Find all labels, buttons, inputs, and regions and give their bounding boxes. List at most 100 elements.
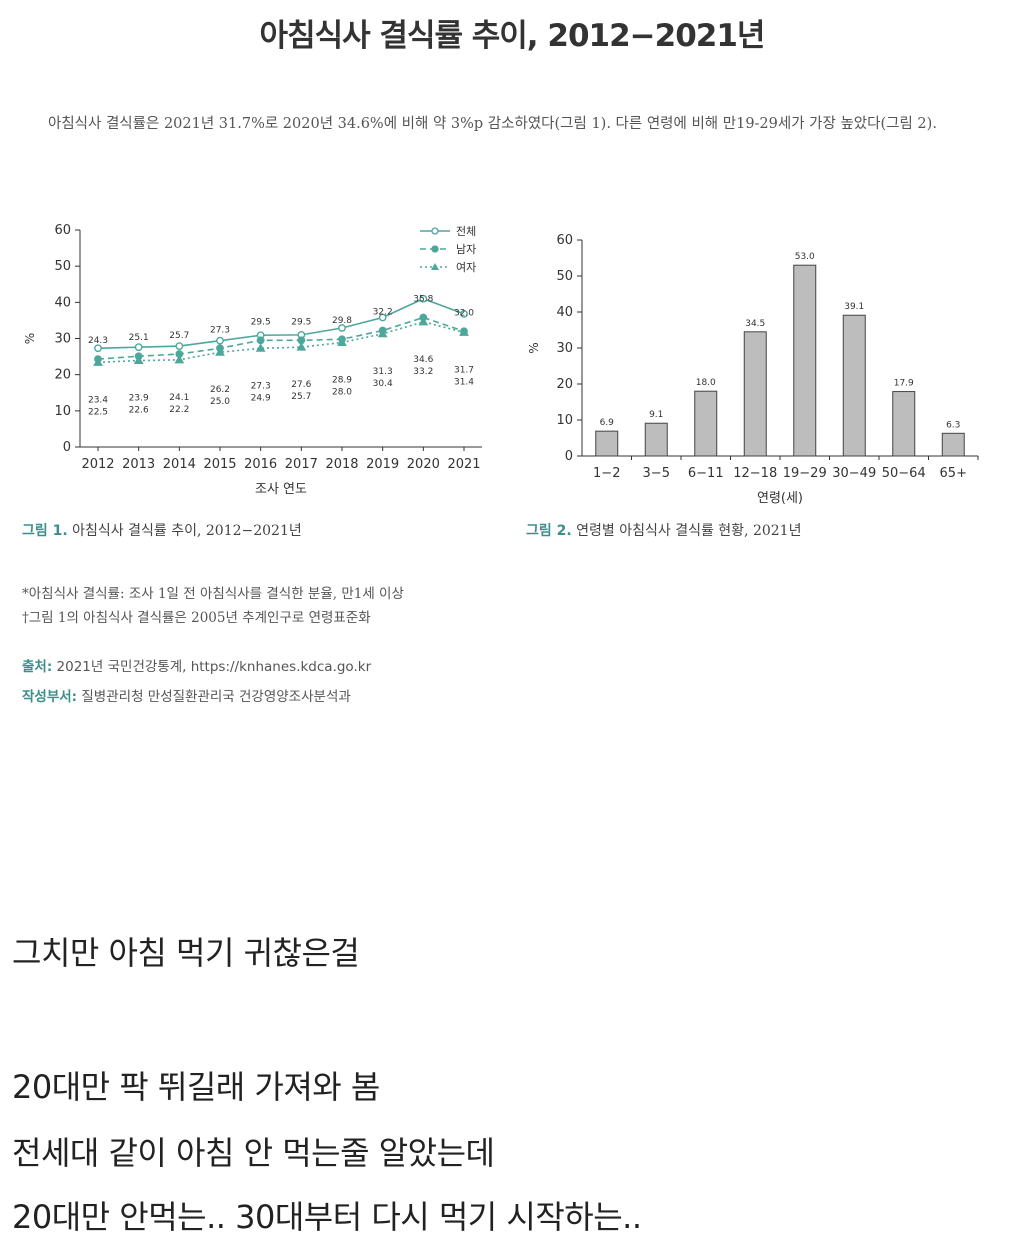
bar-7 — [941, 432, 965, 457]
bar-label-2: 18.0 — [696, 378, 716, 388]
data-label-male-2: 25.7 — [169, 331, 189, 341]
footnote-standardization: †그림 1의 아침식사 결식률은 2005년 추계인구로 연령표준화 — [22, 610, 371, 626]
series-2-point-9 — [459, 327, 469, 336]
data-label-male-9: 32.0 — [454, 308, 474, 318]
x-axis-label: 조사 연도 — [255, 482, 307, 497]
figure-2-caption: 그림 2. 연령별 아침식사 결식률 현황, 2021년 — [526, 520, 801, 540]
series-1-point-4 — [256, 336, 265, 345]
figure-1-caption: 그림 1. 아침식사 결식률 추이, 2012−2021년 — [22, 520, 302, 540]
data-label-male-0: 24.3 — [88, 336, 108, 346]
series-0-point-9 — [460, 310, 468, 318]
bar-label-1: 9.1 — [649, 410, 663, 420]
data-label-female-low-7: 30.4 — [373, 379, 393, 389]
x-tick-label-5: 2017 — [285, 457, 318, 472]
comment-line-3: 전세대 같이 아침 안 먹는줄 알았는데 — [12, 1134, 495, 1172]
department-label: 작성부서: — [22, 689, 78, 705]
bar-0 — [595, 430, 619, 457]
bar-label-3: 34.5 — [745, 319, 765, 329]
legend-label-2: 여자 — [456, 261, 476, 274]
series-0-point-2 — [175, 342, 184, 350]
x-tick-label-8: 2020 — [407, 457, 440, 472]
x-tick-label-6: 2018 — [325, 457, 358, 472]
bar-3 — [743, 331, 767, 457]
data-label-male-1: 25.1 — [129, 333, 149, 343]
department-line: 작성부서: 질병관리청 만성질환관리국 건강영양조사분석과 — [22, 685, 351, 705]
x-tick-label-2: 2014 — [163, 457, 196, 472]
x-tick-label-1: 2013 — [122, 457, 155, 472]
x-tick-label-4: 2016 — [244, 457, 277, 472]
data-label-male-8: 35.8 — [413, 295, 433, 305]
data-label-female-low-5: 25.7 — [291, 392, 311, 402]
y-tick-label-6: 60 — [54, 223, 71, 238]
x-tick-label-6: 50−64 — [882, 466, 926, 481]
x-tick-label-0: 2012 — [81, 457, 114, 472]
y-tick-label-2: 20 — [556, 377, 573, 392]
data-label-female-0: 23.4 — [88, 395, 108, 405]
line-chart-breakfast-skipping-trend: 0 10 20 30 40 50 60% 2012 2013 2014 2015 2016 2017 20… — [23, 223, 482, 497]
series-2-point-6 — [337, 337, 347, 346]
bar-label-7: 6.3 — [946, 420, 960, 430]
legend-label-0: 전체 — [456, 225, 476, 238]
data-label-female-4: 27.3 — [251, 381, 271, 391]
series-line-2 — [97, 321, 465, 364]
y-tick-label-0: 0 — [565, 449, 573, 464]
department-text: 질병관리청 만성질환관리국 건강영양조사분석과 — [77, 689, 351, 705]
comment-line-2: 20대만 팍 뛰길래 가져와 봄 — [12, 1068, 380, 1106]
series-line-0 — [97, 297, 465, 350]
series-0-point-8 — [419, 294, 428, 303]
figure-2-caption-label: 그림 2. — [526, 523, 572, 539]
series-2-point-5 — [296, 342, 307, 351]
comment-line-4: 20대만 안먹는.. 30대부터 다시 먹기 시작하는.. — [12, 1198, 642, 1236]
data-label-female-low-8: 33.2 — [413, 367, 433, 377]
bar-4 — [793, 264, 817, 457]
series-line-1 — [97, 316, 465, 360]
legend-marker-1 — [431, 245, 439, 253]
y-tick-label-4: 40 — [54, 295, 71, 310]
data-label-female-3: 26.2 — [210, 385, 230, 395]
data-label-female-low-1: 22.6 — [129, 406, 149, 416]
report-title: 아침식사 결식률 추이, 2012−2021년 — [259, 18, 766, 54]
y-axis-label: % — [23, 333, 37, 344]
y-tick-label-1: 10 — [556, 413, 573, 428]
x-tick-label-9: 2021 — [447, 457, 480, 472]
data-label-male-5: 29.5 — [291, 317, 311, 327]
x-tick-label-2: 6−11 — [688, 466, 724, 481]
y-tick-label-2: 20 — [54, 368, 71, 383]
footnote-definition: *아침식사 결식률: 조사 1일 전 아침식사를 결식한 분율, 만1세 이상 — [22, 586, 404, 602]
bar-6 — [892, 391, 916, 457]
data-label-female-low-9: 31.4 — [454, 377, 474, 387]
data-label-female-2: 24.1 — [169, 393, 189, 403]
source-label: 출처: — [22, 659, 53, 675]
y-axis-label: % — [527, 342, 541, 353]
series-2-point-8 — [418, 316, 429, 326]
figure-2-caption-text: 연령별 아침식사 결식률 현황, 2021년 — [571, 523, 802, 539]
y-tick-label-1: 10 — [54, 404, 71, 419]
bar-1 — [644, 422, 668, 457]
data-label-female-5: 27.6 — [291, 380, 311, 390]
bar-label-4: 53.0 — [795, 252, 815, 262]
series-2-point-2 — [174, 354, 185, 364]
y-tick-label-4: 40 — [556, 305, 573, 320]
x-tick-label-1: 3−5 — [643, 466, 670, 481]
series-2-point-4 — [255, 343, 266, 352]
data-label-female-7: 31.3 — [373, 367, 393, 377]
x-tick-label-7: 2019 — [366, 457, 399, 472]
bar-label-6: 17.9 — [894, 379, 914, 389]
x-tick-label-4: 19−29 — [783, 466, 827, 481]
data-label-female-low-6: 28.0 — [332, 387, 352, 397]
x-tick-label-7: 65+ — [940, 466, 967, 481]
comment-line-1: 그치만 아침 먹기 귀찮은걸 — [12, 934, 360, 972]
x-tick-label-5: 30−49 — [832, 466, 876, 481]
legend-marker-0 — [431, 227, 439, 235]
data-label-female-low-3: 25.0 — [210, 397, 230, 407]
series-0-point-1 — [134, 343, 143, 352]
y-tick-label-0: 0 — [63, 440, 71, 455]
y-tick-label-6: 60 — [556, 233, 573, 248]
data-label-female-8: 34.6 — [413, 355, 433, 365]
data-label-female-low-2: 22.2 — [169, 405, 189, 415]
figure-1-caption-label: 그림 1. — [22, 523, 68, 539]
series-2-point-7 — [377, 328, 388, 338]
series-2-point-3 — [215, 347, 225, 356]
series-0-point-7 — [378, 313, 387, 322]
x-axis-label: 연령(세) — [757, 491, 803, 506]
